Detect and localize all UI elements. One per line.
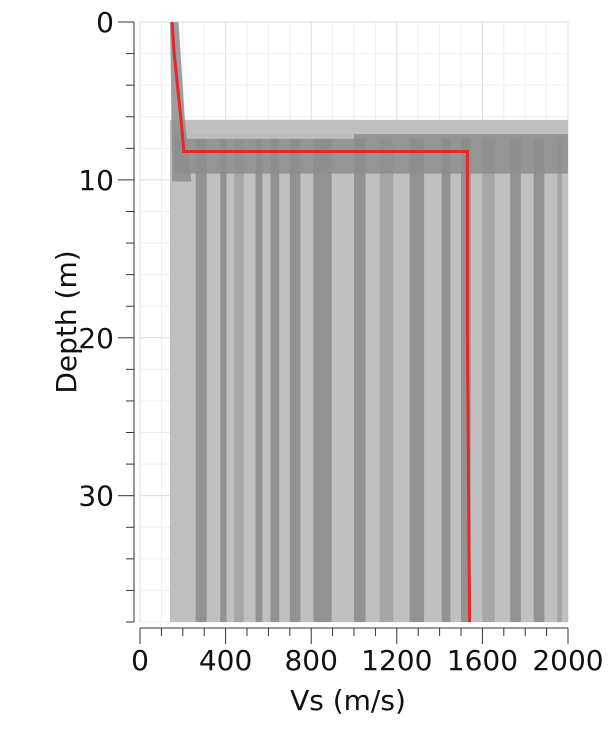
x-tick-label: 2000 bbox=[532, 644, 603, 677]
x-tick-label: 0 bbox=[131, 644, 149, 677]
ensemble-halfspace-band bbox=[482, 138, 495, 622]
ensemble-halfspace-band bbox=[313, 138, 332, 622]
ensemble-halfspace-band bbox=[533, 138, 545, 622]
y-tick-label: 20 bbox=[78, 322, 114, 355]
ensemble-halfspace-band bbox=[510, 138, 521, 622]
ensemble-halfspace-band bbox=[195, 138, 207, 622]
ensemble-halfspace-band bbox=[270, 138, 280, 622]
ensemble-halfspace-band bbox=[441, 138, 451, 622]
ensemble-halfspace-band bbox=[379, 138, 394, 622]
x-tick-label: 800 bbox=[284, 644, 337, 677]
axes: 0 10 20 30 0 400 800 1200 1600 2000 bbox=[78, 6, 603, 677]
ensemble-halfspace-band bbox=[220, 138, 227, 622]
ensemble-halfspace-band bbox=[255, 138, 263, 622]
y-tick-label: 10 bbox=[78, 164, 114, 197]
ensemble-halfspace-band bbox=[289, 138, 301, 622]
ensemble-halfspace-band bbox=[354, 138, 366, 622]
best-profile-line bbox=[170, 22, 472, 622]
ensemble-halfspace-band bbox=[461, 138, 471, 622]
ensemble-halfspace-band bbox=[234, 138, 244, 622]
x-axis-title: Vs (m/s) bbox=[290, 684, 406, 717]
ensemble-halfspace-band bbox=[557, 138, 563, 622]
y-axis-title: Depth (m) bbox=[50, 250, 83, 393]
ensemble-interface-band bbox=[174, 134, 568, 174]
ensemble-profiles bbox=[169, 22, 568, 622]
x-tick-label: 400 bbox=[199, 644, 252, 677]
ensemble-interface-fringe bbox=[178, 119, 354, 139]
x-tick-label: 1600 bbox=[447, 644, 518, 677]
x-tick-label: 1200 bbox=[361, 644, 432, 677]
y-tick-label: 30 bbox=[78, 480, 114, 513]
ensemble-halfspace-band bbox=[409, 138, 425, 622]
y-tick-label: 0 bbox=[96, 6, 114, 39]
best-profile-layer bbox=[170, 22, 472, 622]
axis-labels: Vs (m/s) Depth (m) bbox=[50, 250, 406, 717]
ensemble-envelope bbox=[169, 119, 568, 622]
